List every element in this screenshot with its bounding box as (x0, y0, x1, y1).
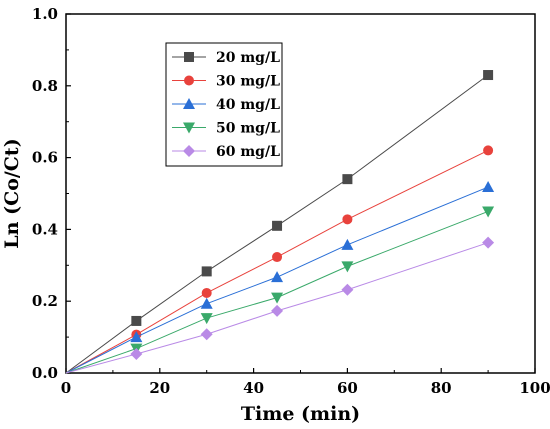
data-point (131, 315, 142, 326)
legend-marker (184, 75, 194, 86)
data-point (482, 206, 495, 218)
legend-label: 30 mg/L (216, 74, 280, 90)
series-5 (65, 236, 495, 374)
legend-item: 30 mg/L (172, 74, 280, 90)
data-point (483, 70, 494, 81)
data-point (482, 236, 495, 249)
legend-marker (183, 122, 195, 134)
data-point (341, 261, 354, 273)
y-tick-label: 1.0 (32, 5, 58, 23)
y-tick-label: 0.2 (32, 292, 58, 310)
x-tick-label: 60 (337, 379, 358, 397)
data-point (271, 271, 284, 283)
legend-label: 20 mg/L (216, 50, 280, 66)
data-point (483, 145, 494, 156)
x-tick-label: 0 (61, 379, 71, 397)
data-point (200, 297, 213, 309)
x-tick-label: 80 (431, 379, 452, 397)
data-point (200, 313, 213, 325)
data-point (130, 331, 143, 343)
legend-label: 40 mg/L (216, 97, 280, 113)
data-point (482, 181, 495, 193)
series-line (65, 242, 489, 374)
legend-label: 50 mg/L (216, 121, 280, 137)
data-point (342, 174, 353, 185)
series-line (65, 74, 489, 374)
legend-marker (183, 145, 195, 157)
y-axis-title: Ln (Co/Ct) (1, 138, 23, 248)
legend-marker (183, 98, 195, 109)
data-point (200, 328, 213, 341)
legend-item: 60 mg/L (172, 144, 280, 160)
data-point (341, 238, 354, 250)
legend-item: 20 mg/L (172, 50, 280, 66)
series-4 (65, 206, 495, 374)
series-line (65, 186, 489, 374)
series-1 (65, 70, 494, 374)
data-point (341, 283, 354, 296)
y-tick-label: 0.4 (32, 220, 58, 238)
data-point (272, 252, 283, 263)
x-axis-title: Time (min) (241, 403, 360, 425)
series-line (65, 149, 489, 374)
legend-item: 50 mg/L (172, 121, 280, 137)
legend-marker (184, 52, 194, 62)
series-layer (65, 70, 495, 374)
x-tick-label: 20 (149, 379, 170, 397)
legend-item: 40 mg/L (172, 97, 280, 113)
x-tick-label: 40 (243, 379, 264, 397)
data-point (201, 287, 212, 298)
data-point (342, 214, 353, 225)
data-point (271, 292, 284, 304)
data-point (130, 347, 143, 360)
data-point (271, 304, 284, 317)
series-2 (65, 145, 494, 374)
series-3 (65, 181, 495, 374)
data-point (272, 220, 283, 231)
series-line (65, 210, 489, 374)
x-tick-label: 100 (519, 379, 550, 397)
y-tick-label: 0.0 (32, 364, 58, 382)
y-tick-label: 0.6 (32, 149, 58, 167)
axis-ticks: 0 20 40 60 80 100 0.0 0.2 0.4 0.6 0.8 1.0 (32, 5, 550, 397)
legend: 20 mg/L 30 mg/L 40 mg/L 50 mg/L 60 mg/L (165, 42, 283, 167)
data-point (201, 266, 212, 277)
legend-label: 60 mg/L (216, 144, 280, 160)
y-tick-label: 0.8 (32, 77, 58, 95)
